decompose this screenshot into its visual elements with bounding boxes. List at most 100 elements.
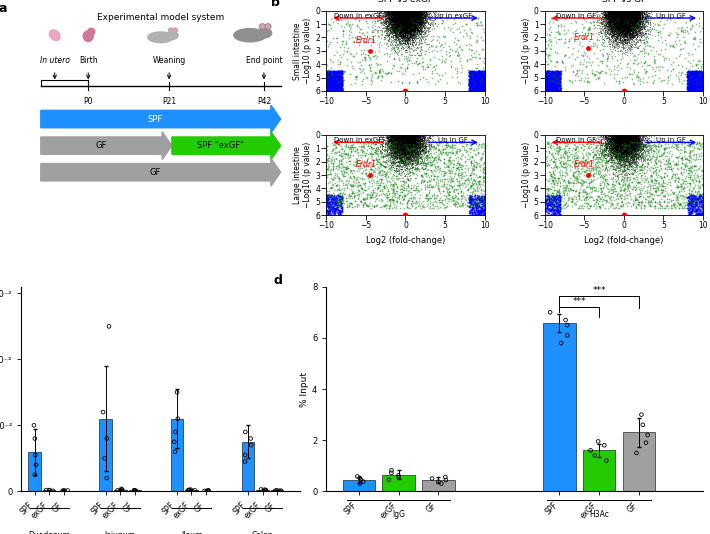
Point (620, 20, 631, 29)
Point (317, 74, 329, 83)
Point (630, 160, 641, 169)
Point (362, 142, 373, 151)
Point (608, 134, 620, 143)
Point (408, 26, 419, 34)
Point (386, 145, 397, 153)
Point (555, 192, 566, 200)
Point (630, 144, 642, 153)
Point (626, 145, 638, 154)
Point (686, 83, 697, 92)
Point (646, 62, 657, 71)
Point (395, 8, 406, 17)
Point (405, 10, 416, 18)
Point (393, 143, 405, 151)
Point (405, 132, 416, 141)
Point (538, 75, 550, 83)
Point (328, 195, 339, 203)
Point (624, 137, 635, 145)
Point (330, 203, 342, 212)
Point (339, 163, 350, 171)
Point (405, 42, 417, 50)
Point (556, 57, 567, 65)
Point (413, 133, 424, 142)
Point (544, 193, 555, 201)
Point (608, 195, 620, 204)
Point (547, 79, 558, 88)
Point (699, 88, 710, 96)
Point (335, 75, 346, 83)
Point (402, 16, 413, 25)
Point (639, 132, 650, 140)
Point (409, 147, 420, 155)
Point (699, 87, 710, 95)
Point (555, 84, 566, 93)
Point (613, 139, 625, 148)
Point (408, 7, 420, 15)
Point (612, 145, 623, 153)
Point (324, 192, 335, 200)
Point (701, 72, 710, 81)
Point (618, 141, 629, 150)
Point (630, 23, 642, 32)
Point (611, 18, 622, 27)
Point (615, 7, 626, 15)
Point (606, 11, 618, 20)
Point (405, 10, 416, 19)
Point (600, 17, 611, 26)
Point (682, 77, 694, 85)
Point (628, 9, 640, 18)
Point (418, 18, 430, 26)
Point (610, 14, 621, 22)
Point (318, 78, 329, 87)
Point (632, 132, 643, 141)
Point (396, 15, 408, 23)
Point (572, 146, 584, 155)
Point (619, 9, 630, 17)
Point (616, 140, 628, 148)
Point (399, 15, 410, 23)
Point (626, 10, 637, 18)
Point (326, 205, 337, 214)
Point (400, 15, 411, 23)
Point (625, 183, 636, 192)
Point (550, 74, 562, 82)
Point (324, 38, 336, 46)
Point (387, 10, 398, 18)
Point (618, 180, 629, 189)
Point (412, 17, 423, 26)
Point (605, 147, 616, 155)
Point (599, 23, 611, 32)
Point (411, 13, 422, 21)
Point (617, 140, 628, 149)
Point (402, 18, 413, 26)
Point (408, 134, 419, 142)
Point (625, 12, 636, 21)
Point (380, 26, 391, 35)
Point (322, 85, 334, 93)
Point (474, 201, 485, 210)
Point (597, 132, 608, 140)
Point (395, 7, 406, 15)
Point (628, 26, 640, 35)
Point (402, 141, 413, 150)
Point (394, 142, 405, 150)
Point (386, 10, 397, 19)
Point (692, 196, 703, 205)
Point (535, 81, 547, 89)
Point (631, 20, 643, 28)
Point (385, 15, 396, 23)
Point (433, 54, 444, 63)
Point (391, 10, 402, 18)
Point (545, 206, 556, 215)
Point (625, 26, 636, 34)
Point (621, 146, 633, 155)
Point (405, 142, 417, 151)
Point (638, 146, 650, 154)
Point (640, 29, 651, 37)
Point (404, 132, 415, 140)
Point (410, 143, 422, 152)
Point (381, 17, 393, 26)
Point (407, 13, 418, 22)
Point (480, 211, 491, 220)
Point (617, 25, 628, 34)
